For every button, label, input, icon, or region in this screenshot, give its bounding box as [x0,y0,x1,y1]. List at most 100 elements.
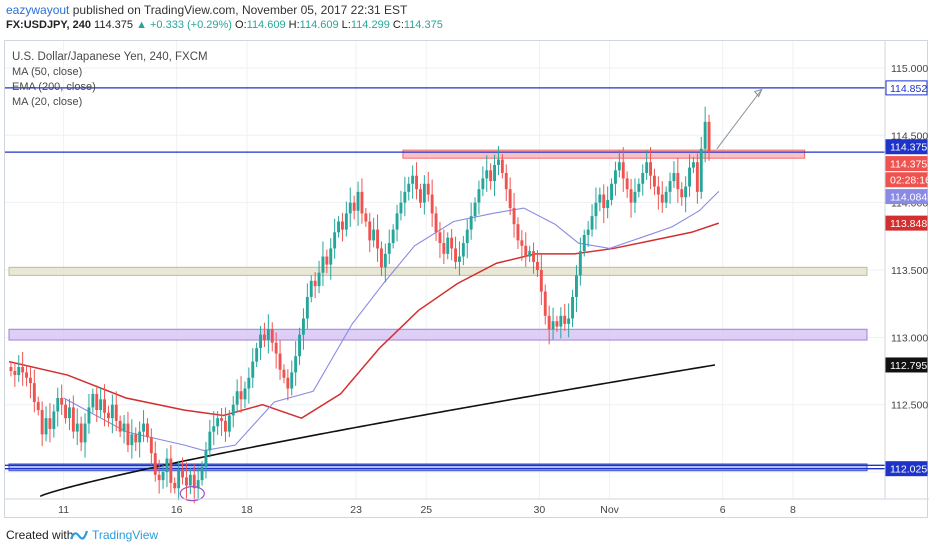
low-value: 114.299 [350,19,390,31]
candle-body [434,213,438,233]
candle [87,393,91,434]
candle [333,218,337,259]
candle [177,460,181,501]
candle-body [52,411,56,429]
candle [302,308,305,350]
candle [142,410,145,442]
candle-body [380,248,383,268]
candle [426,171,430,202]
candle [71,395,75,439]
author-link[interactable]: eazywayout [6,3,70,17]
candle [352,195,356,220]
candle [676,157,680,203]
publish-header: eazywayout published on TradingView.com,… [0,0,932,38]
candle-body [110,404,114,419]
candle [153,441,157,482]
candle-body [114,404,118,421]
candle [294,341,298,386]
candle-body [56,397,60,412]
candle-body [60,397,64,405]
legend-ema200[interactable]: EMA (200, close) [12,81,96,93]
candle [411,165,415,199]
price-label-text: 114.375 [890,159,927,171]
candle-body [134,434,138,443]
candle-body [364,213,368,222]
candle [500,154,504,179]
candle [329,238,333,280]
candle [668,172,672,204]
candle [563,303,567,331]
candle-body [512,208,516,225]
ema200-line [39,364,716,498]
legend-ma50[interactable]: MA (50, close) [12,66,83,78]
candle [465,219,469,259]
price-label-text: 114.375 [890,142,927,154]
candle-body [220,418,223,421]
candle-body [130,434,134,446]
candle-body [333,232,337,249]
candle-body [703,121,707,149]
candle [614,161,617,196]
candle-body [235,391,239,405]
candle [575,265,578,313]
candle [606,186,610,219]
candle [703,106,707,163]
price-label: 02:28:16 [885,172,929,188]
candle-body [485,170,489,179]
candle [684,176,688,213]
candle [485,155,489,192]
candle-body [547,315,551,330]
candle [313,272,317,299]
candle [278,340,282,380]
candle [239,376,243,413]
candle [341,212,344,242]
candle-body [302,318,305,335]
price-label-box [885,172,928,188]
price-label-box [885,156,928,172]
candle-body [551,321,555,330]
candle [337,216,340,238]
candle [192,464,196,504]
candle [454,236,457,269]
candle-body [309,280,313,297]
price-chart[interactable]: 115.000114.500114.000113.500113.000112.5… [5,41,929,519]
candle [282,364,286,384]
candle-body [216,418,220,427]
price-label: 112.795 [885,357,928,373]
candle-body [9,366,13,372]
tradingview-link[interactable]: TradingView [92,528,159,542]
candle [504,164,508,202]
candle-body [13,371,17,376]
candle-body [695,162,699,192]
candle-body [461,243,465,257]
candle-body [614,170,617,184]
candle-body [684,186,688,198]
candle-body [438,232,442,244]
candle-body [99,399,103,411]
legend-ma20[interactable]: MA (20, close) [12,96,83,108]
candle [434,206,438,241]
zone-pink [402,149,806,159]
candle [36,396,40,416]
candle [508,177,512,216]
candle [224,407,227,442]
candle [146,418,149,443]
y-tick-label: 112.500 [891,400,928,412]
candle [305,283,309,329]
candle-body [528,251,532,257]
candle-body [458,256,461,262]
candle [114,391,118,432]
candle [610,178,613,206]
candle-body [559,315,563,327]
chart-container[interactable]: 115.000114.500114.000113.500113.000112.5… [4,40,929,519]
candle-body [255,348,259,362]
candle-body [606,199,610,209]
candle [263,322,266,348]
candle-body [91,393,95,408]
candle-body [656,186,660,195]
candle-body [259,334,262,349]
candle [524,232,528,267]
candle [446,232,450,260]
candle [17,355,21,383]
publish-line: eazywayout published on TradingView.com,… [6,3,407,17]
